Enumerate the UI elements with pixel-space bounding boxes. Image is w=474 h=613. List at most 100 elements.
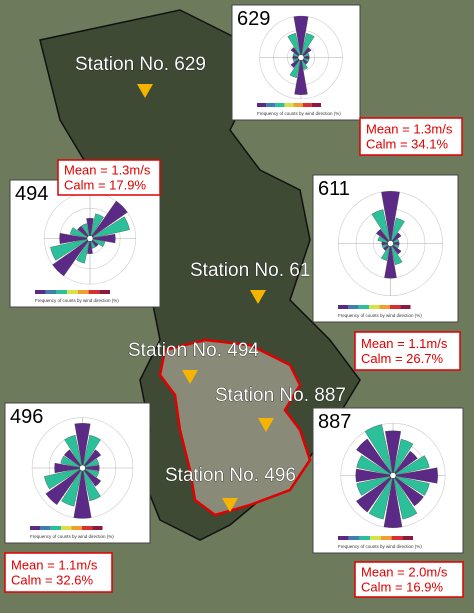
rose-petal (300, 55, 310, 60)
rose-petal (81, 223, 91, 239)
calm-ratio: Calm = 34.1% (366, 137, 448, 152)
inset-id: 629 (237, 8, 270, 30)
rose-petal (390, 217, 405, 244)
rose-petal (356, 475, 394, 496)
inset-id: 496 (10, 406, 43, 428)
colorbar-swatch (370, 536, 381, 540)
colorbar-swatch (391, 536, 403, 540)
rose-petal (89, 213, 104, 239)
rose-petal (384, 243, 397, 279)
rose-petal (86, 218, 94, 239)
rose-petal (87, 238, 93, 254)
colorbar-swatch (61, 526, 72, 530)
rose-petal (89, 233, 116, 244)
station-label: Station No. 887 (215, 385, 346, 406)
colorbar-swatch (77, 290, 89, 294)
colorbar-swatch (88, 290, 100, 294)
colorbar-swatch (275, 103, 285, 107)
colorbar-swatch (71, 526, 82, 530)
mean-speed: Mean = 1.1m/s (11, 558, 98, 573)
rose-petal (300, 47, 312, 58)
calm-ratio: Calm = 32.6% (11, 573, 93, 588)
rose-petal (82, 467, 102, 487)
mean-speed: Mean = 1.3m/s (64, 163, 151, 178)
stats-box (354, 561, 464, 598)
colorbar-swatch (359, 536, 371, 540)
colorbar-swatch (380, 536, 392, 540)
rose-petal (289, 57, 302, 78)
rose-petal (356, 455, 394, 476)
rose-petal (392, 475, 418, 520)
colorbar-swatch (50, 526, 62, 530)
rose-petal (44, 467, 83, 490)
rose-petal (89, 216, 130, 239)
stats-box (57, 159, 161, 196)
rose-petal (77, 225, 91, 239)
rose-petal (69, 227, 91, 239)
rose-petal (61, 467, 83, 507)
rose-petal (376, 229, 391, 244)
rose-petal (381, 191, 400, 244)
rose-petal (82, 467, 100, 478)
calm-ratio: Calm = 17.9% (64, 178, 146, 193)
rose-petal (59, 233, 91, 244)
station-marker (250, 290, 266, 304)
station-marker (137, 84, 153, 98)
rose-petal (380, 243, 391, 261)
rose-petal (355, 468, 394, 483)
colorbar-swatch (402, 536, 413, 540)
colorbar-swatch (56, 290, 68, 294)
rose-petal (60, 455, 83, 469)
rose-petal (74, 423, 91, 469)
rose-petal (290, 47, 302, 58)
rose-petal (54, 462, 83, 474)
rose-petal (64, 435, 83, 469)
rose-petal (392, 455, 430, 476)
rose-petal (392, 467, 438, 484)
colorbar-swatch (348, 305, 359, 309)
rose-petal (364, 424, 394, 476)
rose-petal (368, 475, 394, 520)
rose-petal (390, 243, 402, 255)
inset-caption: Frequency of counts by wind direction (%… (338, 313, 422, 318)
colorbar-swatch (284, 103, 294, 107)
city-boundary (158, 338, 312, 517)
colorbar-swatch (400, 305, 411, 309)
colorbar-swatch (311, 103, 321, 107)
colorbar-swatch (369, 305, 380, 309)
rose-petal (392, 450, 418, 476)
rose-petal (392, 475, 424, 507)
rose-center (389, 472, 397, 479)
rose-petal (293, 15, 309, 58)
inset-id: 494 (15, 183, 48, 205)
rose-petal (63, 449, 83, 469)
colorbar-swatch (45, 290, 57, 294)
calm-ratio: Calm = 16.9% (361, 580, 443, 595)
rose-petal (82, 458, 100, 469)
rose-center (297, 54, 305, 61)
rose-petal (381, 241, 391, 246)
rose-petal (82, 464, 100, 472)
stats-box (4, 552, 113, 593)
rose-petal (82, 467, 101, 501)
rose-petal (390, 241, 400, 246)
inset-id: 887 (318, 411, 351, 433)
colorbar-swatch (40, 526, 51, 530)
rose-petal (392, 438, 414, 476)
colorbar-swatch (99, 290, 110, 294)
inset-id: 611 (318, 178, 350, 200)
rose-petal (392, 475, 430, 496)
colorbar-swatch (67, 290, 78, 294)
colorbar-swatch (302, 103, 312, 107)
rose-petal (377, 236, 391, 244)
rose-petal (45, 467, 83, 505)
colorbar-swatch (348, 536, 360, 540)
station-marker (258, 418, 274, 432)
inset-caption: Frequency of counts by wind direction (%… (338, 544, 422, 549)
rose-petal (82, 435, 101, 469)
station-label: Station No. 496 (165, 465, 296, 486)
rose-center (387, 240, 394, 247)
rose-petal (300, 33, 315, 58)
inset-caption: Frequency of counts by wind direction (%… (35, 298, 119, 303)
rose-petal (52, 238, 91, 277)
